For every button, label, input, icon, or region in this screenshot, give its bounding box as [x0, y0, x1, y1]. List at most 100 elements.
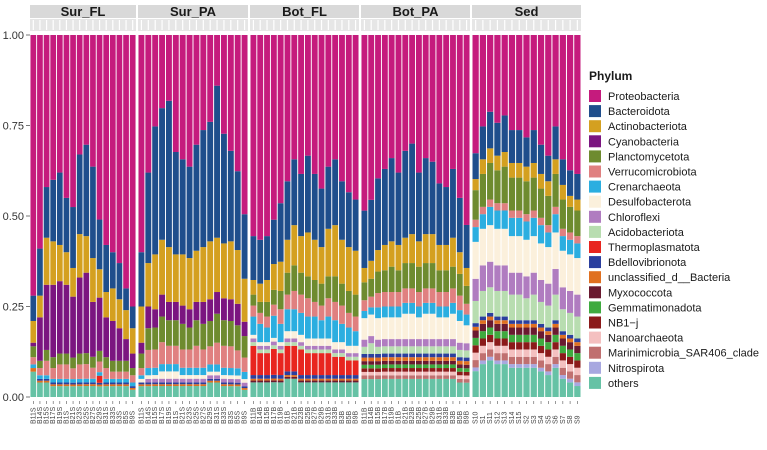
bar-segment: [76, 353, 83, 365]
bar-segment: [264, 35, 270, 237]
bar-segment: [311, 375, 318, 379]
bar-segment: [250, 294, 257, 306]
bar-segment: [381, 244, 388, 271]
x-tick-label: B27B: [312, 407, 319, 424]
bar-segment: [207, 241, 214, 300]
bar-segment: [472, 153, 479, 180]
bar-segment: [152, 327, 159, 350]
bar-segment: [109, 371, 116, 379]
bar-segment: [523, 320, 530, 324]
x-tick-label: B5S: [123, 410, 130, 424]
bar-segment: [159, 378, 166, 383]
bar-segment: [37, 382, 43, 397]
legend-label: Nanoarchaeota: [608, 333, 684, 345]
bar-segment: [523, 323, 530, 328]
bar-segment: [318, 378, 325, 381]
bar-segment: [56, 364, 63, 379]
bar-segment: [200, 323, 207, 350]
bar-segment: [463, 382, 470, 397]
bar-segment: [37, 248, 43, 296]
bar-segment: [159, 364, 166, 372]
legend-swatch: [589, 225, 601, 238]
bar-segment: [388, 364, 395, 369]
bar-segment: [516, 162, 523, 178]
bar-segment: [159, 382, 166, 385]
bar-segment: [409, 346, 416, 354]
bar-segment: [152, 384, 159, 387]
bar-segment: [429, 375, 436, 379]
legend-swatch: [589, 120, 601, 133]
x-tick-label: B5S: [235, 410, 242, 424]
bar-segment: [186, 327, 193, 350]
bar-segment: [172, 320, 179, 346]
bar-segment: [479, 206, 487, 215]
bar-segment: [436, 292, 443, 307]
bar-segment: [311, 239, 318, 280]
bar-segment: [361, 35, 368, 211]
bar-segment: [472, 278, 479, 301]
bar-segment: [264, 316, 270, 328]
bar-segment: [250, 375, 257, 379]
bar-segment: [402, 346, 409, 354]
bar-segment: [443, 270, 450, 293]
bar-segment: [193, 301, 200, 321]
x-tick-label: S15: [516, 411, 523, 424]
bar-segment: [76, 378, 83, 383]
bar-segment: [456, 310, 463, 321]
bar-segment: [207, 320, 214, 347]
bar-segment: [422, 371, 429, 376]
bar-segment: [472, 300, 479, 324]
x-tick-label: B5B: [457, 410, 464, 424]
bar-segment: [284, 375, 291, 377]
bar-segment: [361, 368, 368, 372]
bar-segment: [138, 378, 145, 383]
bar-segment: [129, 375, 136, 383]
bar-segment: [409, 288, 416, 303]
bar-segment: [257, 345, 264, 350]
bar-segment: [574, 35, 581, 174]
bar-segment: [443, 339, 450, 347]
bar-segment: [152, 35, 159, 127]
bar-segment: [566, 382, 574, 397]
bar-segment: [501, 203, 508, 211]
bar-segment: [311, 353, 318, 376]
bar-segment: [339, 356, 345, 376]
bar-segment: [415, 346, 422, 354]
bar-segment: [103, 368, 110, 379]
bar-segment: [516, 334, 523, 343]
bar-segment: [537, 338, 545, 346]
bar-segment: [172, 301, 179, 321]
bar-segment: [63, 197, 70, 253]
bar-segment: [537, 371, 545, 397]
bar-segment: [429, 371, 436, 376]
bar-segment: [304, 353, 311, 376]
bar-segment: [566, 334, 574, 339]
bar-segment: [443, 346, 450, 354]
bar-segment: [523, 276, 530, 299]
bar-segment: [508, 364, 516, 368]
bar-segment: [463, 364, 470, 369]
x-tick-label: B19S: [57, 407, 64, 424]
bar-segment: [361, 371, 368, 376]
bar-segment: [325, 316, 332, 339]
bar-segment: [559, 331, 566, 335]
bar-segment: [138, 353, 145, 369]
bar-segment: [422, 360, 429, 365]
bar-segment: [284, 345, 291, 372]
bar-segment: [193, 320, 200, 346]
bar-segment: [415, 364, 422, 369]
bar-segment: [487, 342, 494, 350]
bar-segment: [402, 353, 409, 358]
x-tick-label: B21S: [180, 407, 187, 424]
bar-segment: [375, 307, 381, 319]
bar-segment: [422, 378, 429, 397]
bar-segment: [291, 331, 298, 339]
bar-segment: [450, 353, 456, 358]
bar-segment: [227, 368, 234, 376]
bar-segment: [552, 342, 559, 350]
bar-segment: [318, 382, 325, 397]
legend-swatch: [589, 256, 601, 269]
x-tick-label: B23B: [409, 407, 416, 424]
bar-segment: [388, 360, 395, 365]
x-tick-label: B1B: [395, 410, 402, 424]
